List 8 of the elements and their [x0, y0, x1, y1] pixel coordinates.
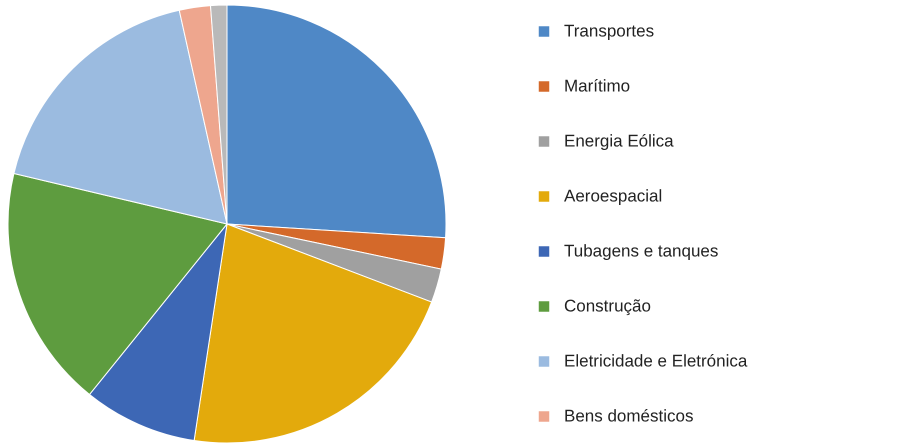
- legend-label: Eletricidade e Eletrónica: [564, 352, 748, 370]
- legend-label: Transportes: [564, 22, 654, 40]
- legend-label: Construção: [564, 296, 651, 316]
- legend-label: Aeroespacial: [564, 186, 662, 206]
- legend-label: Energia Eólica: [564, 132, 674, 150]
- legend-label: Marítimo: [564, 76, 630, 96]
- legend-label: Tubagens e tanques: [564, 242, 718, 260]
- legend-label: Bens domésticos: [564, 406, 694, 426]
